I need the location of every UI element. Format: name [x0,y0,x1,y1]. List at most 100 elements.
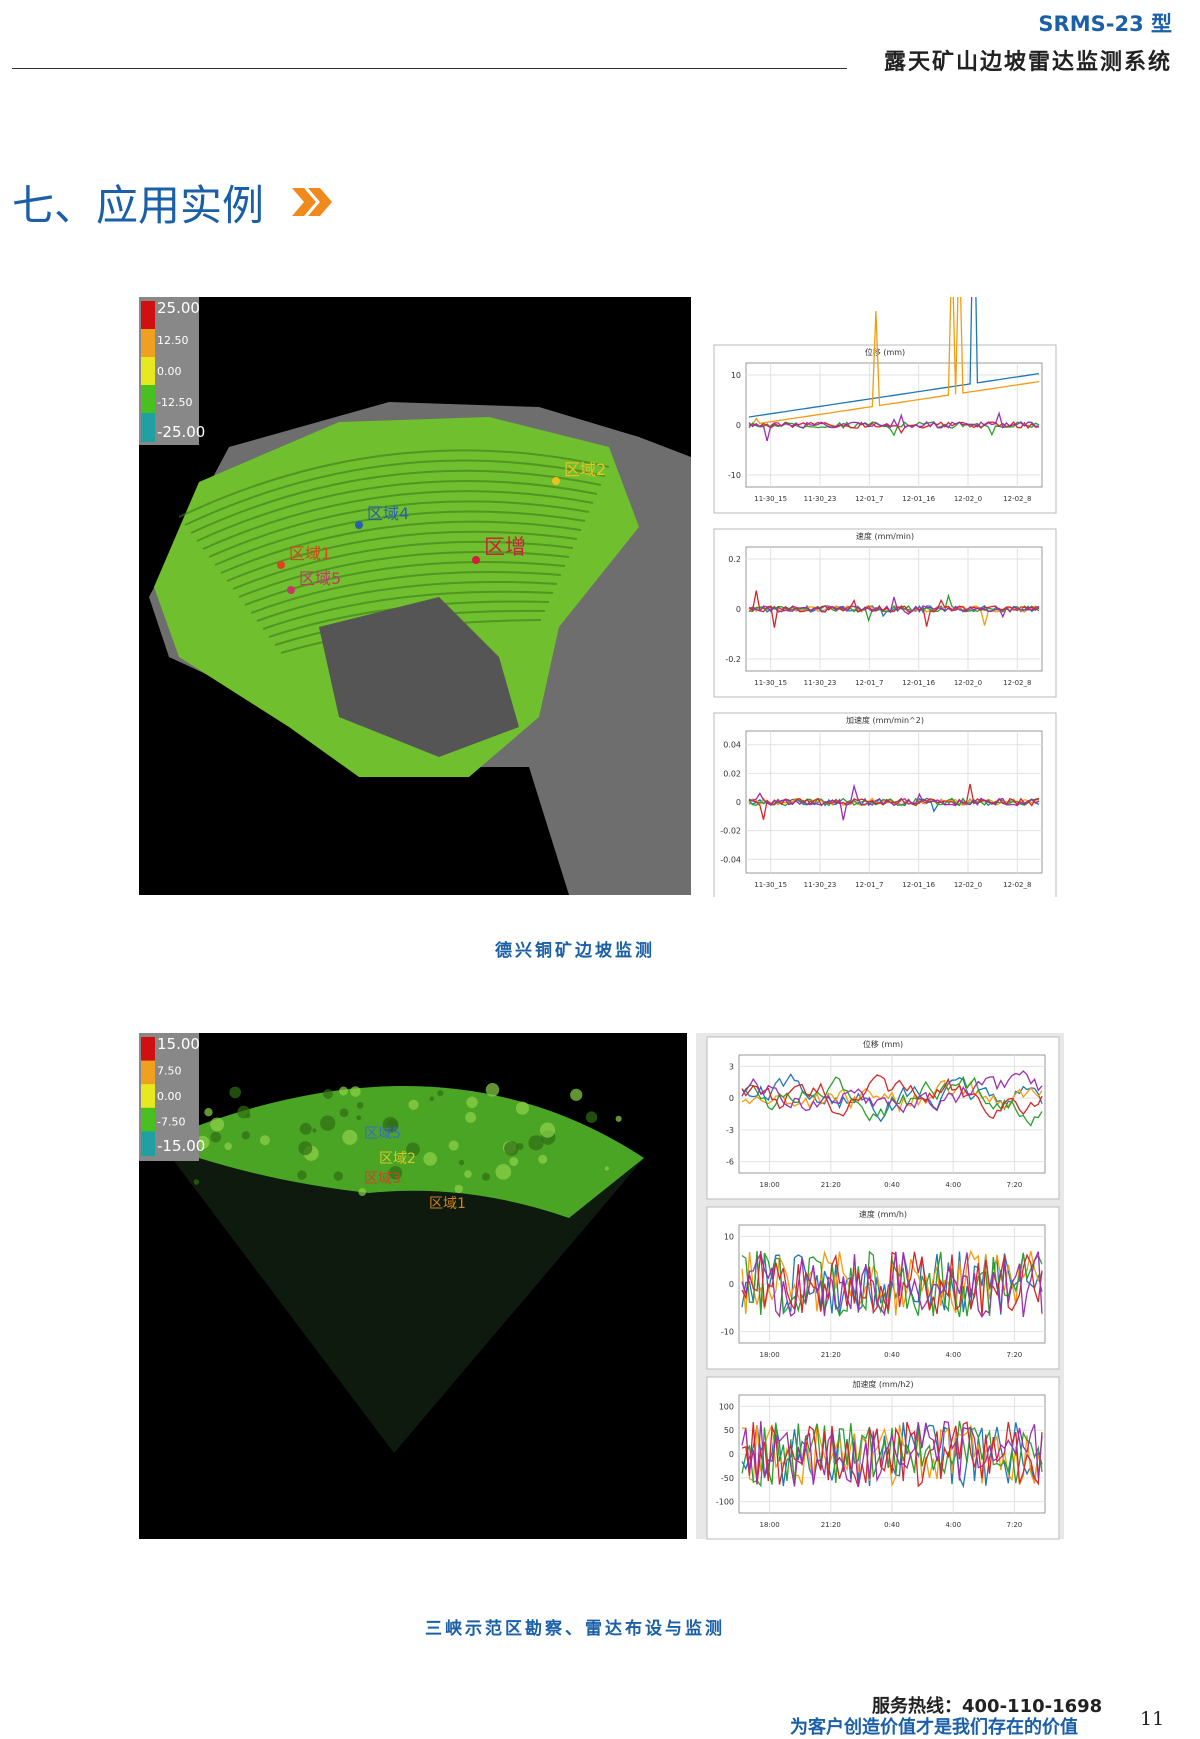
y-tick-label: -0.02 [720,827,741,836]
y-tick-label: 0 [736,798,741,807]
texture [356,1115,362,1121]
chevrons [292,188,332,216]
region-label: 区域2 [564,460,606,479]
series-line [741,1421,1043,1488]
texture [509,1156,519,1167]
y-tick-label: -6 [726,1158,734,1167]
x-tick-label: 12-01_7 [855,881,883,889]
texture [429,1096,435,1101]
texture [448,1140,459,1151]
chart-title: 速度 (mm/h) [859,1209,907,1219]
x-tick-label: 12-02_8 [1003,495,1031,503]
x-tick-label: 18:00 [760,1351,780,1359]
texture [482,1172,490,1181]
texture [193,1179,200,1185]
y-tick-label: -50 [721,1474,734,1483]
x-tick-label: 18:00 [760,1181,780,1189]
x-tick-label: 7:20 [1007,1181,1023,1189]
bench [226,530,578,582]
region-label: 区域5 [299,569,341,588]
colorbar-label: 0.00 [157,1090,182,1103]
texture [465,1111,477,1123]
y-tick-label: 0 [736,605,741,614]
texture [312,1128,317,1133]
y-tick-label: 100 [719,1402,734,1411]
y-tick-label: -3 [726,1126,734,1135]
header-rule [12,68,847,69]
texture [423,1152,438,1166]
bench [256,580,558,622]
chart-title: 加速度 (mm/min^2) [846,715,924,725]
hotline: 服务热线：400-110-1698 [872,1696,1103,1717]
texture [342,1129,358,1145]
x-tick-label: 11-30_23 [804,881,837,889]
y-tick-label: 0.2 [728,555,741,564]
bench [190,469,602,534]
bench [232,540,574,590]
texture [604,1166,609,1171]
x-tick-label: 7:20 [1007,1351,1023,1359]
sector-green [159,1085,644,1218]
y-tick-label: -100 [716,1498,734,1507]
series-line [741,1420,1043,1487]
figure-2: 区域5 区域2 区域3 区域1 15.00 7.50 0.00 -7.50 -15.00 位移 (… [139,1033,1064,1540]
y-tick-label: 50 [724,1426,734,1435]
region-dot [552,477,560,485]
series-line [741,1073,1043,1123]
texture [585,1111,598,1123]
system-name: 露天矿山边坡雷达监测系统 [883,50,1172,75]
texture [570,1088,583,1101]
region-dot [287,586,295,594]
x-tick-label: 0:40 [884,1181,900,1189]
bench [262,590,554,630]
bench [238,551,570,598]
chart-title: 加速度 (mm/h2) [852,1379,913,1389]
colorbar-label: 15.00 [157,1035,200,1053]
texture [224,1142,233,1151]
texture [299,1122,312,1135]
pit [319,597,519,757]
series-line [748,297,1040,418]
region-dot [472,556,480,564]
bench [220,520,582,574]
y-tick-label: 0 [729,1450,734,1459]
texture [615,1115,622,1122]
region-label: 区域4 [367,504,409,523]
texture [538,1154,548,1164]
texture [539,1122,556,1138]
texture [408,1099,419,1110]
x-tick-label: 21:20 [821,1181,841,1189]
series-line [741,1074,1043,1120]
bench [196,480,598,542]
texture [323,1089,333,1099]
x-tick-label: 11-30_15 [754,679,787,687]
colorbar-seg [141,1131,155,1156]
texture [466,1096,478,1109]
texture [320,1115,336,1131]
texture [504,1141,519,1156]
colorbar-seg [141,357,155,386]
colorbar-seg [141,385,155,414]
texture [437,1090,444,1097]
x-tick-label: 12-02_8 [1003,881,1031,889]
texture [528,1135,544,1151]
x-tick-label: 11-30_23 [804,679,837,687]
colorbar-label: 25.00 [157,299,200,317]
y-tick-label: 0 [729,1280,734,1289]
colorbar-label: -25.00 [157,423,205,441]
region-dot [277,561,285,569]
texture [297,1170,307,1180]
texture [196,1135,210,1150]
texture [350,1086,361,1097]
bench [244,561,566,606]
slope-green [154,417,639,777]
region-label: 区域1 [289,544,331,563]
bench [250,571,562,614]
y-tick-label: -10 [728,471,741,480]
figure-1: 区域2 区域4 区域1 区域5 区增 25.00 12.50 0.00 -12.50 -25.00… [139,297,1057,897]
x-tick-label: 12-01_16 [902,495,935,503]
x-tick-label: 11-30_15 [754,881,787,889]
texture [454,1184,463,1194]
y-tick-label: -10 [721,1328,734,1337]
